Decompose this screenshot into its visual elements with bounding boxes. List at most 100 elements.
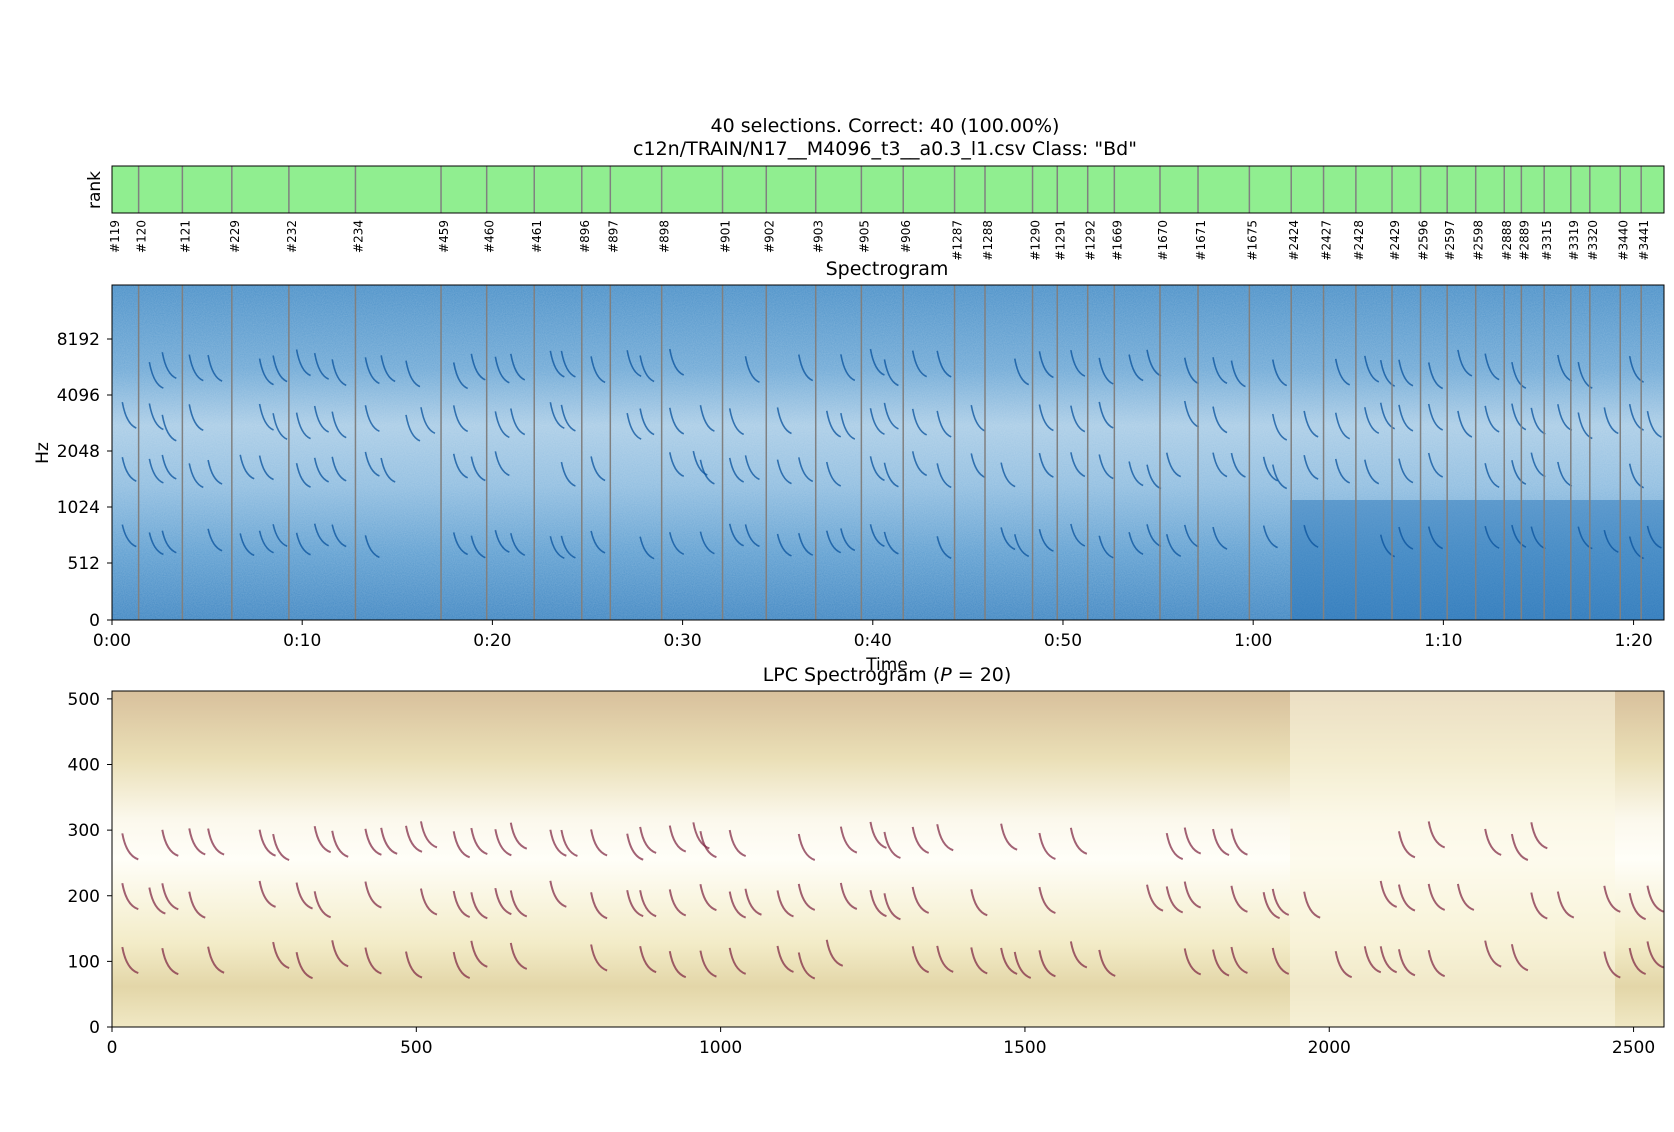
spectrogram-call-trace — [936, 410, 952, 438]
spectrogram-call-trace — [825, 530, 842, 554]
spectrogram-call-trace — [1098, 535, 1114, 559]
spectrogram-call-trace — [840, 354, 856, 382]
spectrogram-call-trace — [699, 531, 715, 555]
lpc-title: LPC Spectrogram (P = 20) — [763, 664, 1012, 686]
spectrogram-call-trace — [936, 350, 952, 378]
spectrogram-call-trace — [840, 413, 856, 440]
spectrogram-xlabel: Time — [865, 655, 908, 675]
lpc-formant-trace — [797, 952, 816, 980]
spectrogram-call-trace — [295, 349, 311, 377]
spectrogram-call-trace — [1484, 463, 1500, 488]
lpc-formant-trace — [364, 947, 382, 975]
spectrogram-call-trace — [911, 451, 928, 477]
spectrogram-call-trace — [911, 350, 928, 378]
spectrogram-call-trace — [1427, 526, 1444, 550]
lpc-formant-trace — [494, 887, 512, 916]
spectrogram-call-trace — [1511, 403, 1527, 431]
lpc-formant-trace — [797, 883, 816, 911]
figure-title-line2: c12n/TRAIN/N17__M4096_t3__a0.3_l1.csv Cl… — [633, 138, 1137, 160]
spectrogram-call-trace — [452, 532, 469, 556]
lpc-formant-trace — [776, 945, 794, 973]
spectrogram-call-trace — [188, 463, 204, 489]
spectrogram-call-trace — [1013, 534, 1030, 558]
lpc-formant-trace — [419, 888, 438, 916]
lpc-formant-trace — [1212, 828, 1230, 857]
lpc-formant-trace — [258, 880, 276, 908]
spectrogram-call-trace — [1038, 404, 1054, 432]
spectrogram-call-trace — [364, 357, 380, 385]
spectrogram-call-trace — [869, 524, 885, 548]
lpc-formant-trace — [699, 830, 717, 859]
lpc-formant-trace — [1646, 885, 1664, 913]
lpc-formant-trace — [494, 829, 512, 857]
spectrogram-call-trace — [364, 535, 380, 559]
spectrogram-call-trace — [1603, 529, 1619, 553]
lpc-formant-trace — [1427, 821, 1446, 849]
lpc-formant-trace — [121, 883, 139, 911]
spectrogram-call-trace — [1484, 353, 1500, 381]
lpc-formant-trace — [549, 880, 567, 908]
lpc-formant-trace — [1069, 827, 1088, 855]
lpc-formant-trace — [1556, 891, 1575, 919]
selection-label: #1671 — [1194, 220, 1208, 261]
spectrogram-call-trace — [1070, 523, 1086, 547]
spectrogram-call-trace — [121, 401, 137, 429]
spectrogram-call-trace — [1098, 401, 1114, 429]
spectrogram-call-trace — [699, 405, 715, 432]
spectrogram-y-tick-label: 8192 — [57, 330, 100, 350]
spectrogram-call-trace — [560, 404, 576, 432]
lpc-formant-trace — [331, 830, 349, 858]
spectrogram-call-trace — [1230, 360, 1246, 388]
spectrogram-call-trace — [1271, 359, 1288, 387]
lpc-formant-trace — [936, 945, 954, 973]
lpc-panel: LPC Spectrogram (P = 20) 0 500 1000 1500 200… — [68, 664, 1665, 1058]
spectrogram-call-trace — [1271, 464, 1288, 490]
lpc-formant-trace — [121, 946, 139, 975]
spectrogram-call-trace — [549, 350, 565, 378]
spectrogram-x-tick-label: 1:00 — [1234, 631, 1272, 651]
spectrogram-call-trace — [776, 407, 792, 435]
lpc-y-tick-label: 300 — [68, 821, 100, 841]
spectrogram-call-trace — [494, 356, 510, 384]
spectrogram-call-trace — [405, 360, 421, 388]
spectrogram-call-trace — [869, 408, 885, 436]
selection-label: #461 — [530, 220, 544, 253]
spectrogram-call-trace — [258, 455, 274, 481]
spectrogram-call-trace — [470, 535, 486, 559]
lpc-formant-trace — [364, 828, 382, 856]
spectrogram-call-trace — [1577, 412, 1593, 440]
lpc-formant-trace — [869, 890, 887, 918]
spectrogram-call-trace — [313, 457, 330, 483]
spectrogram-call-trace — [161, 352, 177, 379]
spectrogram-call-trace — [744, 455, 760, 481]
selection-label: #232 — [285, 220, 299, 253]
selection-label: #901 — [719, 220, 733, 253]
spectrogram-call-trace — [380, 355, 396, 383]
spectrogram-call-trace — [1262, 525, 1278, 549]
spectrogram-call-trace — [510, 353, 526, 381]
selection-label: #2429 — [1388, 220, 1402, 261]
lpc-formant-trace — [470, 827, 488, 855]
lpc-x-tick-label: 2000 — [1308, 1038, 1351, 1058]
spectrogram-call-trace — [825, 461, 842, 487]
selection-label: #459 — [437, 220, 451, 253]
spectrogram-call-trace — [776, 533, 792, 557]
lpc-formant-trace — [1646, 941, 1664, 969]
spectrogram-call-trace — [295, 412, 311, 440]
lpc-formant-trace — [839, 882, 858, 910]
spectrogram-dark-lowband — [1290, 500, 1664, 620]
lpc-formant-trace — [1628, 892, 1647, 921]
lpc-formant-trace — [883, 831, 901, 859]
lpc-formant-trace — [272, 833, 290, 862]
lpc-formant-trace — [331, 940, 349, 968]
lpc-formant-trace — [161, 947, 179, 976]
spectrogram-call-trace — [560, 350, 576, 378]
spectrogram-call-trace — [549, 402, 565, 429]
lpc-formant-trace — [1165, 832, 1184, 861]
spectrogram-call-trace — [668, 452, 685, 478]
spectrogram-call-trace — [239, 454, 255, 480]
spectrogram-call-trace — [549, 536, 565, 559]
lpc-frame — [111, 690, 1665, 1028]
lpc-x-tick-label: 500 — [400, 1038, 432, 1058]
selection-label: #1292 — [1084, 220, 1098, 261]
